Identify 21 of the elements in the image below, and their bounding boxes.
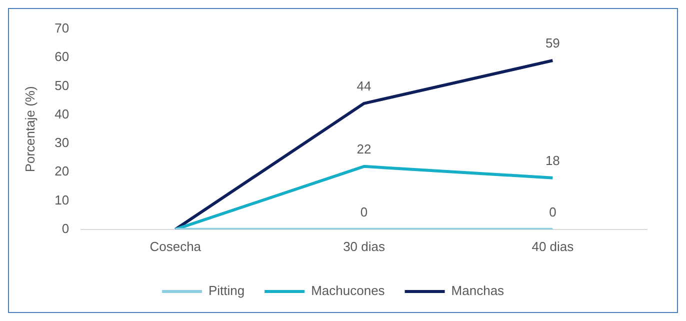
y-tick-label: 0: [62, 220, 70, 236]
y-tick-label: 70: [54, 20, 70, 36]
data-label: 0: [360, 204, 368, 220]
x-tick-label: 30 dias: [343, 238, 386, 254]
x-tick-label: 40 dias: [532, 238, 574, 254]
y-tick-label: 60: [54, 49, 70, 64]
y-tick-label: 40: [54, 106, 70, 122]
legend-label: Pitting: [208, 283, 245, 298]
y-tick-label: 20: [54, 164, 70, 179]
x-tick-label: Cosecha: [150, 238, 202, 254]
y-tick-label: 30: [54, 135, 70, 150]
y-axis-title: Porcentaje (%): [22, 86, 38, 172]
data-label: 22: [356, 141, 372, 156]
legend-label: Manchas: [451, 283, 505, 298]
y-tick-label: 50: [54, 78, 70, 93]
y-tick-label: 10: [54, 192, 70, 208]
data-label: 59: [545, 36, 560, 51]
data-label: 0: [549, 204, 556, 220]
data-label: 44: [356, 78, 372, 94]
data-label: 18: [545, 152, 560, 168]
legend-label: Machucones: [311, 283, 386, 298]
